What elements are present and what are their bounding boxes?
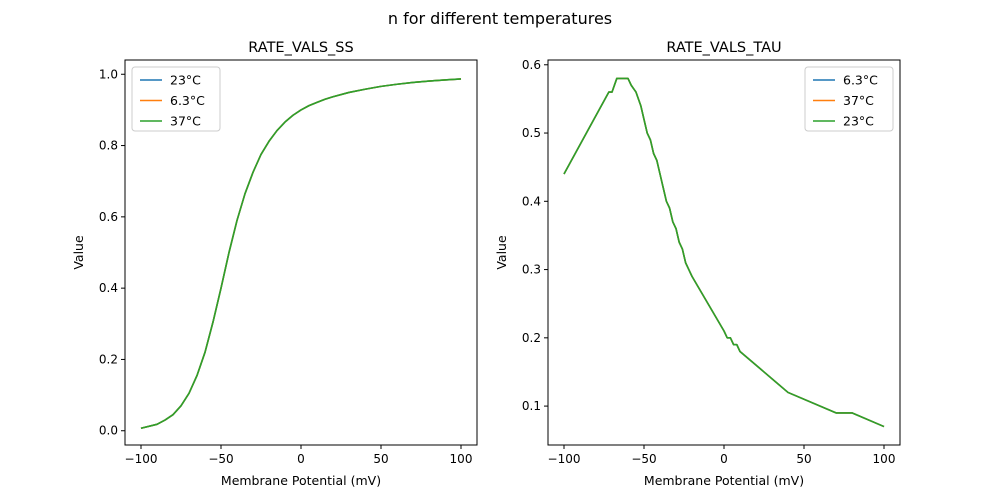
legend-label: 23°C [843, 114, 874, 129]
y-tick-label: 0.6 [522, 58, 541, 72]
y-tick-label: 0.2 [99, 352, 118, 366]
figure-title: n for different temperatures [388, 9, 612, 28]
y-tick-label: 0.3 [522, 263, 541, 277]
y-tick-label: 0.5 [522, 126, 541, 140]
legend-label: 6.3°C [843, 73, 878, 88]
x-tick-label: 0 [720, 452, 728, 466]
x-tick-label: 100 [450, 452, 473, 466]
legend-label: 6.3°C [170, 93, 205, 108]
series-line [140, 78, 462, 430]
x-axis-label: Membrane Potential (mV) [644, 473, 804, 488]
y-tick-label: 0.1 [522, 399, 541, 413]
x-tick-label: −50 [208, 452, 233, 466]
y-tick-label: 0.4 [522, 194, 541, 208]
y-tick-label: 0.6 [99, 210, 118, 224]
x-tick-label: −100 [548, 452, 581, 466]
legend-label: 37°C [843, 93, 874, 108]
legend-label: 37°C [170, 114, 201, 129]
chart-title: RATE_VALS_SS [248, 40, 353, 56]
x-tick-label: 100 [873, 452, 896, 466]
legend-label: 23°C [170, 73, 201, 88]
legend-box [804, 66, 894, 132]
x-tick-label: 50 [796, 452, 811, 466]
legend-box [131, 66, 221, 132]
chart-rate-vals-tau: RATE_VALS_TAU −100 −50 0 50 100 0.1 0.2 0.3 0.4 0.… [494, 40, 901, 488]
y-tick-label: 1.0 [99, 67, 118, 81]
x-tick-label: 0 [297, 452, 305, 466]
chart-rate-vals-ss: RATE_VALS_SS −100 −50 0 50 100 0.0 0.2 0.4 0.6 0.8… [71, 40, 478, 488]
y-tick-label: 0.8 [99, 139, 118, 153]
series-line [563, 77, 885, 428]
x-tick-label: −100 [125, 452, 158, 466]
y-axis-label: Value [71, 235, 86, 270]
y-tick-label: 0.2 [522, 331, 541, 345]
x-axis-label: Membrane Potential (mV) [221, 473, 381, 488]
y-tick-label: 0.4 [99, 281, 118, 295]
chart-title: RATE_VALS_TAU [666, 40, 781, 56]
y-axis-label: Value [494, 235, 509, 270]
x-tick-label: −50 [631, 452, 656, 466]
x-tick-label: 50 [373, 452, 388, 466]
y-tick-label: 0.0 [99, 424, 118, 438]
